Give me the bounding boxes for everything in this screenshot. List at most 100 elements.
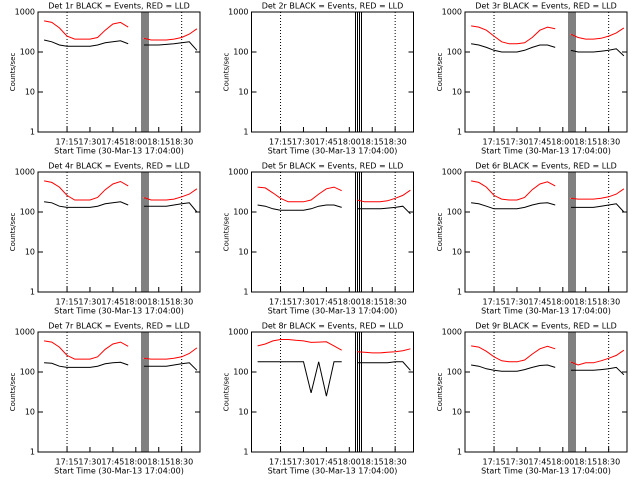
- x-tick-label: 18:00: [551, 138, 574, 147]
- panel: Det 6r BLACK = Events, RED = LLD Start Ti…: [436, 162, 628, 316]
- x-axis-title: Start Time (30-Mar-13 17:04:00): [481, 467, 611, 476]
- x-tick-label: 18:00: [338, 458, 361, 467]
- x-tick-label: 18:15: [361, 458, 384, 467]
- y-tick-label: 1000: [15, 168, 35, 177]
- x-tick-label: 17:45: [315, 298, 338, 307]
- y-axis-title: Counts/sec: [223, 373, 231, 412]
- y-tick-label: 10: [238, 408, 248, 417]
- y-tick-label: 1000: [442, 168, 462, 177]
- x-axis-title: Start Time (30-Mar-13 17:04:00): [268, 307, 398, 316]
- x-tick-label: 17:15: [483, 298, 506, 307]
- x-tick-label: 17:15: [269, 298, 292, 307]
- x-axis-title: Start Time (30-Mar-13 17:04:00): [54, 467, 184, 476]
- series-line: [43, 39, 198, 51]
- x-tick-label: 17:30: [78, 458, 101, 467]
- panel: Det 2r BLACK = Events, RED = LLD Start Ti…: [223, 2, 414, 156]
- x-tick-label: 17:30: [505, 298, 528, 307]
- y-tick-label: 1000: [15, 8, 35, 17]
- chart-title: Det 9r BLACK = Events, RED = LLD: [475, 322, 617, 331]
- y-tick-label: 10: [25, 248, 35, 257]
- y-tick-label: 1000: [15, 328, 35, 337]
- x-tick-label: 18:30: [597, 138, 620, 147]
- x-tick-label: 17:30: [505, 138, 528, 147]
- series-line: [471, 345, 625, 366]
- x-tick-label: 18:15: [574, 458, 597, 467]
- y-axis-title: Counts/sec: [9, 53, 17, 92]
- panel: Det 4r BLACK = Events, RED = LLD Start Ti…: [9, 162, 201, 316]
- y-tick-label: 10: [452, 88, 462, 97]
- x-tick-label: 18:30: [597, 298, 620, 307]
- panel: Det 5r BLACK = Events, RED = LLD Start Ti…: [223, 162, 414, 316]
- y-tick-label: 100: [20, 208, 35, 217]
- x-tick-label: 17:15: [56, 458, 79, 467]
- x-tick-label: 18:30: [170, 138, 193, 147]
- plot-frame: [251, 11, 414, 133]
- y-tick-label: 100: [20, 368, 35, 377]
- plot-frame: [464, 11, 628, 133]
- x-tick-label: 17:45: [101, 458, 124, 467]
- x-tick-label: 17:30: [292, 138, 315, 147]
- y-axis-title: Counts/sec: [9, 373, 17, 412]
- series-line: [471, 180, 625, 201]
- y-tick-label: 100: [20, 48, 35, 57]
- series-line: [257, 361, 411, 397]
- x-tick-label: 17:30: [78, 298, 101, 307]
- y-axis-title: Counts/sec: [436, 373, 444, 412]
- series-line: [44, 361, 198, 371]
- plot-frame: [464, 171, 628, 293]
- x-tick-label: 17:45: [315, 138, 338, 147]
- x-tick-label: 18:30: [170, 298, 193, 307]
- series-line: [44, 180, 198, 201]
- chart-title: Det 8r BLACK = Events, RED = LLD: [262, 322, 404, 331]
- x-axis-title: Start Time (30-Mar-13 17:04:00): [54, 147, 184, 156]
- panel: Det 3r BLACK = Events, RED = LLD Start Ti…: [436, 2, 628, 156]
- x-tick-label: 17:45: [528, 458, 551, 467]
- y-tick-label: 1000: [442, 328, 462, 337]
- y-tick-label: 1: [243, 448, 248, 457]
- x-tick-label: 18:15: [147, 138, 170, 147]
- y-tick-label: 1: [457, 448, 462, 457]
- y-tick-label: 10: [452, 408, 462, 417]
- x-axis-title: Start Time (30-Mar-13 17:04:00): [481, 307, 611, 316]
- x-tick-label: 17:45: [101, 138, 124, 147]
- x-tick-label: 17:30: [292, 458, 315, 467]
- series-line: [44, 20, 198, 41]
- y-tick-label: 100: [447, 368, 462, 377]
- x-tick-label: 17:45: [315, 458, 338, 467]
- x-axis-title: Start Time (30-Mar-13 17:04:00): [481, 147, 611, 156]
- y-tick-label: 10: [25, 88, 35, 97]
- x-tick-label: 17:45: [101, 298, 124, 307]
- chart-title: Det 2r BLACK = Events, RED = LLD: [262, 2, 404, 11]
- x-axis-title: Start Time (30-Mar-13 17:04:00): [268, 467, 398, 476]
- chart-title: Det 5r BLACK = Events, RED = LLD: [262, 162, 404, 171]
- panel: Det 1r BLACK = Events, RED = LLD Start Ti…: [9, 2, 201, 156]
- y-axis-title: Counts/sec: [436, 53, 444, 92]
- x-tick-label: 18:30: [170, 458, 193, 467]
- x-tick-label: 17:15: [483, 138, 506, 147]
- y-tick-label: 1: [30, 448, 35, 457]
- x-tick-label: 17:15: [483, 458, 506, 467]
- series-line: [471, 43, 625, 57]
- y-axis-title: Counts/sec: [223, 53, 231, 92]
- x-tick-label: 17:30: [78, 138, 101, 147]
- panel: Det 8r BLACK = Events, RED = LLD Start Ti…: [223, 322, 414, 476]
- x-tick-label: 18:15: [574, 298, 597, 307]
- chart-title: Det 4r BLACK = Events, RED = LLD: [48, 162, 190, 171]
- x-tick-label: 17:30: [292, 298, 315, 307]
- y-tick-label: 100: [447, 48, 462, 57]
- series-line: [257, 339, 411, 354]
- plot-frame: [37, 11, 201, 133]
- x-tick-label: 18:30: [597, 458, 620, 467]
- x-axis-title: Start Time (30-Mar-13 17:04:00): [268, 147, 398, 156]
- x-tick-label: 17:15: [56, 138, 79, 147]
- y-tick-label: 1: [243, 128, 248, 137]
- plot-frame: [464, 331, 628, 453]
- y-tick-label: 100: [233, 48, 248, 57]
- series-line: [44, 340, 198, 360]
- y-tick-label: 1: [243, 288, 248, 297]
- y-tick-label: 1: [30, 128, 35, 137]
- y-axis-title: Counts/sec: [436, 213, 444, 252]
- panel: Det 9r BLACK = Events, RED = LLD Start Ti…: [436, 322, 628, 476]
- x-tick-label: 18:15: [361, 138, 384, 147]
